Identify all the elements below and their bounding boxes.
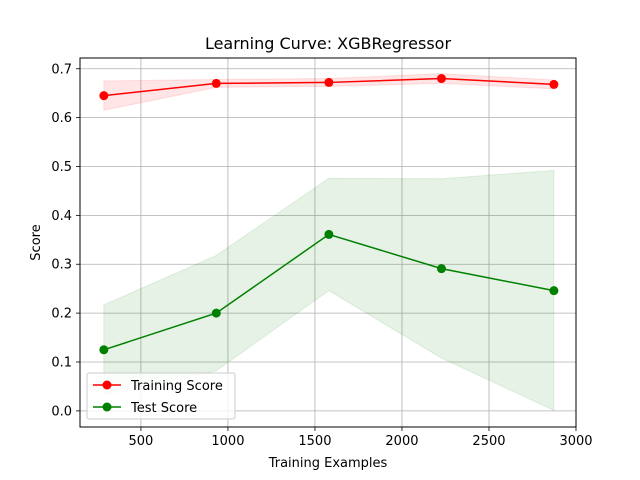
- point-test: [99, 345, 109, 355]
- chart-title: Learning Curve: XGBRegressor: [205, 34, 451, 53]
- legend-label-test: Test Score: [130, 401, 197, 416]
- legend-marker-training: [102, 380, 112, 390]
- y-tick-label: 0.3: [51, 258, 72, 273]
- x-tick-label: 1000: [211, 434, 244, 449]
- y-tick-label: 0.7: [51, 62, 72, 77]
- point-test: [436, 264, 446, 274]
- point-training: [99, 91, 109, 101]
- y-tick-label: 0.6: [51, 111, 72, 126]
- x-tick-label: 3000: [559, 434, 592, 449]
- y-tick-label: 0.1: [51, 355, 72, 370]
- y-tick-label: 0.5: [51, 160, 72, 175]
- axis-ticks: 500 1000 1500 2000 2500 3000 0.0 0.1 0.2 0.3 0.4 0.…: [51, 62, 592, 449]
- x-axis-label: Training Examples: [268, 456, 388, 471]
- point-training: [436, 74, 446, 84]
- y-axis-label: Score: [29, 224, 44, 260]
- point-training: [324, 77, 334, 87]
- y-tick-label: 0.4: [51, 209, 72, 224]
- x-tick-label: 2500: [472, 434, 505, 449]
- x-tick-label: 1500: [298, 434, 331, 449]
- series-markers: [99, 74, 559, 355]
- point-test: [211, 308, 221, 318]
- grid: [80, 58, 577, 427]
- y-tick-label: 0.0: [51, 404, 72, 419]
- x-tick-label: 500: [128, 434, 153, 449]
- legend-label-training: Training Score: [130, 379, 223, 394]
- x-tick-label: 2000: [385, 434, 418, 449]
- point-test: [549, 286, 559, 296]
- point-training: [211, 78, 221, 88]
- plot-frame: [79, 57, 577, 428]
- point-test: [324, 229, 334, 239]
- legend-marker-test: [102, 402, 112, 412]
- point-training: [549, 79, 559, 89]
- legend-box: [86, 372, 236, 420]
- y-tick-label: 0.2: [51, 307, 72, 322]
- legend: Training Score Test Score: [86, 372, 236, 420]
